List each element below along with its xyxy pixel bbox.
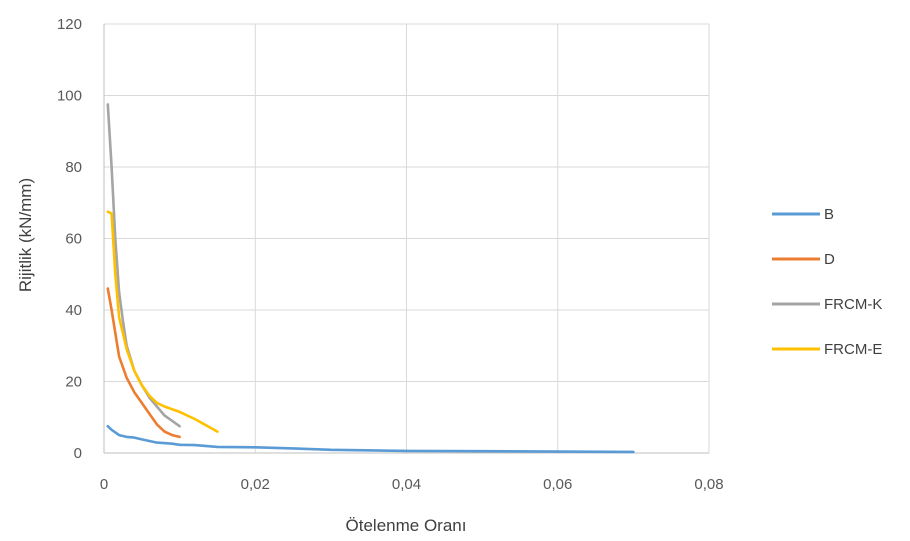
y-tick-label: 120 [57, 16, 82, 33]
series-line-b [106, 424, 635, 454]
series-line-frcm-k [106, 103, 181, 428]
axes: 0 20 40 60 80 100 120 0 0,02 0,04 0,06 0,08 [57, 16, 724, 493]
series-line-d [106, 287, 181, 439]
y-tick-label: 0 [74, 445, 82, 462]
y-axis-title: Rijitlik (kN/mm) [16, 178, 35, 292]
legend-label-frcm-e: FRCM-E [824, 341, 882, 358]
gridlines [104, 23, 710, 453]
x-tick-label: 0,02 [241, 476, 270, 493]
y-tick-label: 60 [65, 231, 82, 248]
x-tick-label: 0 [100, 476, 108, 493]
x-tick-label: 0,06 [543, 476, 572, 493]
legend-label-frcm-k: FRCM-K [824, 296, 882, 313]
legend-label-d: D [824, 251, 835, 268]
legend: B D FRCM-K FRCM-E [772, 206, 882, 358]
y-tick-label: 80 [65, 159, 82, 176]
legend-label-b: B [824, 206, 834, 223]
x-axis-title: Ötelenme Oranı [346, 516, 467, 535]
x-tick-label: 0,08 [694, 476, 723, 493]
y-tick-label: 100 [57, 88, 82, 105]
series-lines [106, 103, 635, 454]
y-tick-label: 40 [65, 302, 82, 319]
x-tick-label: 0,04 [392, 476, 421, 493]
y-tick-label: 20 [65, 374, 82, 391]
series-line-frcm-e [106, 210, 219, 433]
